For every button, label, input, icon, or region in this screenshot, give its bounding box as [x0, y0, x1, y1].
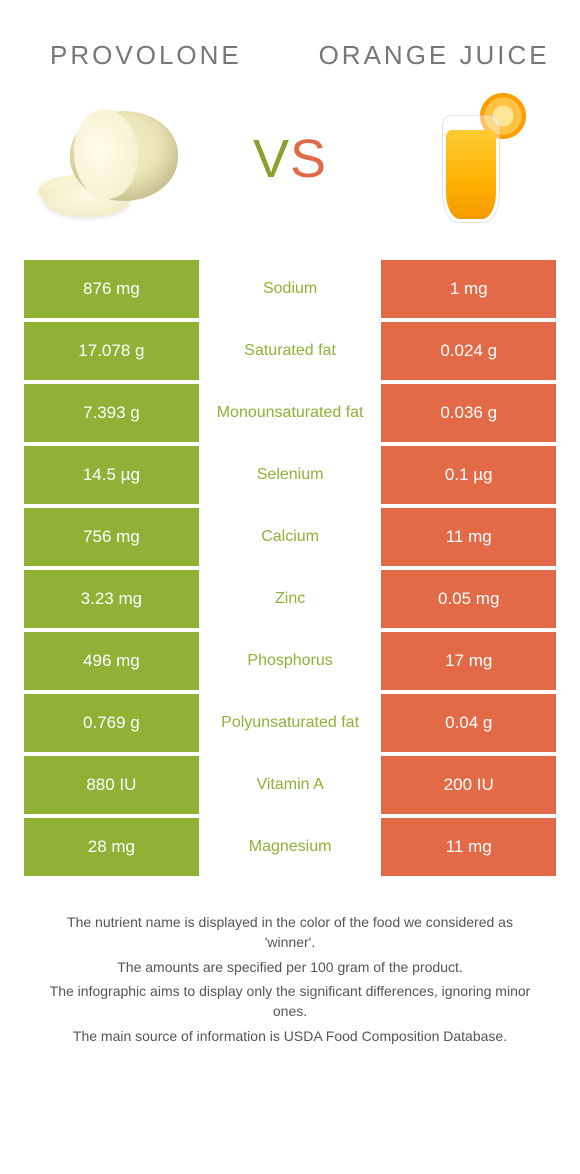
left-value: 876 mg [24, 260, 199, 318]
right-value: 11 mg [381, 508, 556, 566]
nutrient-label: Monounsaturated fat [203, 384, 378, 442]
right-value: 0.05 mg [381, 570, 556, 628]
provolone-image [36, 91, 196, 226]
table-row: 880 IUVitamin A200 IU [24, 756, 556, 814]
vs-s: S [290, 129, 327, 189]
right-value: 17 mg [381, 632, 556, 690]
left-value: 7.393 g [24, 384, 199, 442]
footer-line: The nutrient name is displayed in the co… [40, 912, 540, 953]
right-value: 1 mg [381, 260, 556, 318]
nutrient-table-body: 876 mgSodium1 mg17.078 gSaturated fat0.0… [24, 260, 556, 876]
table-row: 7.393 gMonounsaturated fat0.036 g [24, 384, 556, 442]
right-value: 0.036 g [381, 384, 556, 442]
left-value: 14.5 µg [24, 446, 199, 504]
header: Provolone Orange juice [0, 0, 580, 81]
right-food-title: Orange juice [316, 40, 552, 71]
nutrient-label: Calcium [203, 508, 378, 566]
footer-notes: The nutrient name is displayed in the co… [40, 912, 540, 1046]
nutrient-label: Vitamin A [203, 756, 378, 814]
table-row: 17.078 gSaturated fat0.024 g [24, 322, 556, 380]
nutrient-label: Zinc [203, 570, 378, 628]
right-value: 0.024 g [381, 322, 556, 380]
left-value: 0.769 g [24, 694, 199, 752]
vs-label: VS [253, 128, 327, 190]
right-value: 200 IU [381, 756, 556, 814]
footer-line: The amounts are specified per 100 gram o… [40, 957, 540, 977]
table-row: 3.23 mgZinc0.05 mg [24, 570, 556, 628]
table-row: 14.5 µgSelenium0.1 µg [24, 446, 556, 504]
table-row: 876 mgSodium1 mg [24, 260, 556, 318]
orange-juice-image [384, 91, 544, 226]
vs-v: V [253, 129, 290, 189]
nutrient-label: Polyunsaturated fat [203, 694, 378, 752]
nutrient-label: Sodium [203, 260, 378, 318]
nutrient-label: Selenium [203, 446, 378, 504]
infographic-root: Provolone Orange juice VS 876 mgSodium1 … [0, 0, 580, 1046]
footer-line: The infographic aims to display only the… [40, 981, 540, 1022]
footer-line: The main source of information is USDA F… [40, 1026, 540, 1046]
left-value: 496 mg [24, 632, 199, 690]
right-value: 0.04 g [381, 694, 556, 752]
left-value: 17.078 g [24, 322, 199, 380]
left-value: 3.23 mg [24, 570, 199, 628]
nutrient-label: Saturated fat [203, 322, 378, 380]
left-food-title: Provolone [28, 40, 264, 71]
left-value: 880 IU [24, 756, 199, 814]
right-value: 0.1 µg [381, 446, 556, 504]
right-value: 11 mg [381, 818, 556, 876]
table-row: 496 mgPhosphorus17 mg [24, 632, 556, 690]
left-value: 28 mg [24, 818, 199, 876]
table-row: 28 mgMagnesium11 mg [24, 818, 556, 876]
left-value: 756 mg [24, 508, 199, 566]
images-row: VS [0, 81, 580, 256]
table-row: 756 mgCalcium11 mg [24, 508, 556, 566]
table-row: 0.769 gPolyunsaturated fat0.04 g [24, 694, 556, 752]
nutrient-label: Phosphorus [203, 632, 378, 690]
nutrient-label: Magnesium [203, 818, 378, 876]
nutrient-table: 876 mgSodium1 mg17.078 gSaturated fat0.0… [20, 256, 560, 880]
